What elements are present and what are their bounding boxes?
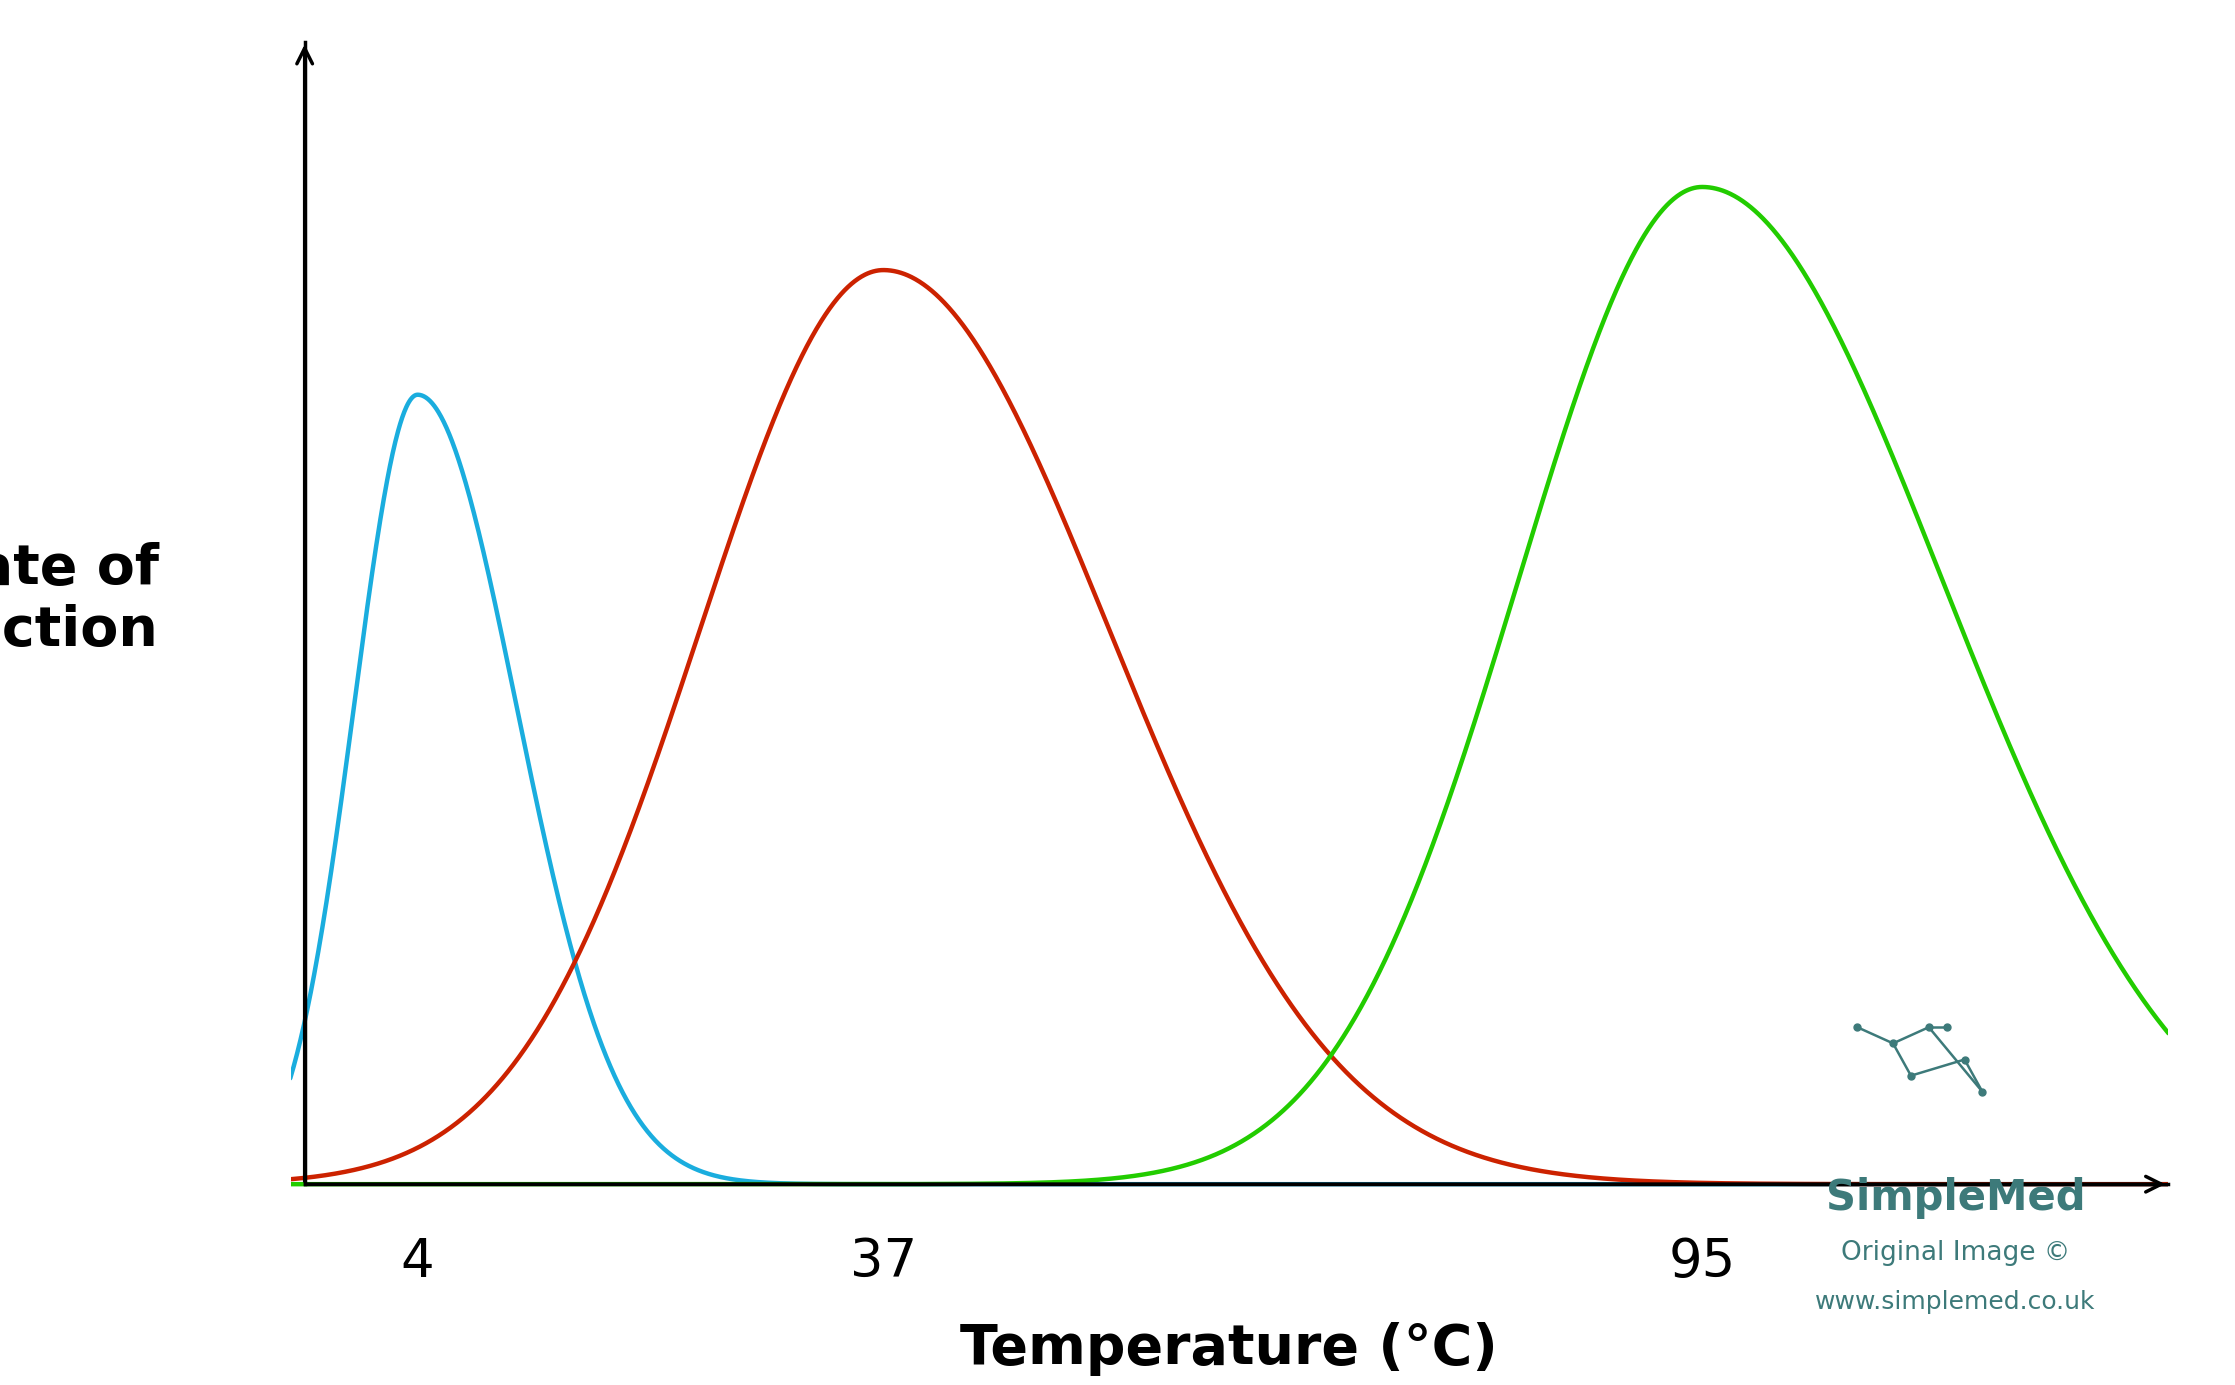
Y-axis label: Rate of
Reaction: Rate of Reaction bbox=[0, 542, 159, 658]
X-axis label: Temperature (°C): Temperature (°C) bbox=[961, 1323, 1497, 1377]
Text: SimpleMed: SimpleMed bbox=[1826, 1177, 2085, 1219]
Text: www.simplemed.co.uk: www.simplemed.co.uk bbox=[1815, 1289, 2096, 1314]
Text: Original Image ©: Original Image © bbox=[1842, 1241, 2070, 1266]
